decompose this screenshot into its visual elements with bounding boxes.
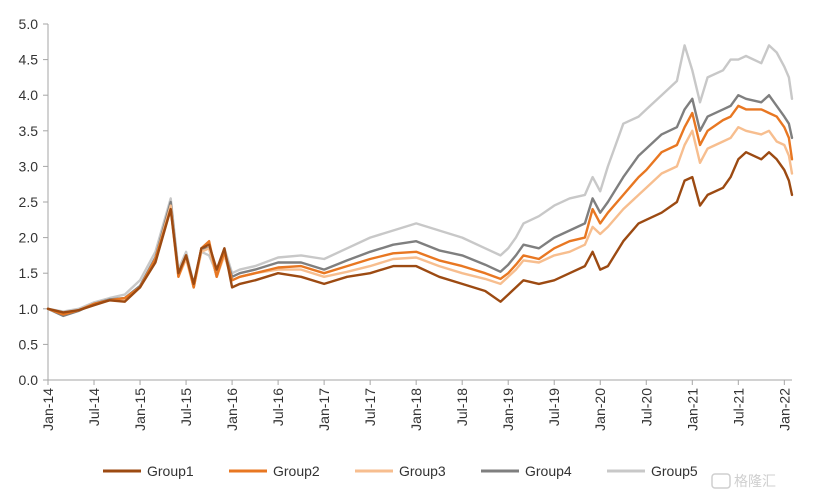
x-tick-label: Jul-16: [270, 388, 286, 426]
series-line-group2: [46, 104, 794, 316]
y-axis: 0.0 0.5 1.0 1.5 2.0 2.5 3.0 3.5 4.0 4.5 5.0: [19, 16, 49, 388]
x-tick-label: Jan-22: [776, 388, 792, 431]
x-tick-label: Jan-16: [224, 388, 240, 431]
x-tick-label: Jan-17: [316, 388, 332, 431]
series-line-group4: [46, 94, 794, 318]
x-tick-label: Jul-15: [178, 388, 194, 426]
x-tick-label: Jul-17: [362, 388, 378, 426]
x-tick-label: Jan-18: [408, 388, 424, 431]
legend-label-group2: Group2: [273, 463, 320, 479]
y-tick-label: 5.0: [19, 16, 39, 32]
watermark-logo-icon: [711, 473, 731, 489]
y-tick-label: 1.5: [19, 265, 39, 281]
y-tick-label: 4.5: [19, 52, 39, 68]
legend: Group1 Group2 Group3 Group4 Group5: [103, 463, 698, 479]
y-tick-label: 4.0: [19, 87, 39, 103]
x-tick-label: Jul-14: [86, 388, 102, 426]
x-tick-label: Jan-20: [592, 388, 608, 431]
x-tick-label: Jan-21: [684, 388, 700, 431]
watermark-text: 格隆汇: [734, 474, 776, 490]
series-layer: [46, 44, 794, 318]
legend-label-group1: Group1: [147, 463, 194, 479]
x-tick-label: Jul-19: [546, 388, 562, 426]
legend-label-group5: Group5: [651, 463, 698, 479]
y-tick-label: 0.5: [19, 336, 39, 352]
legend-label-group3: Group3: [399, 463, 446, 479]
x-tick-label: Jan-15: [132, 388, 148, 431]
series-line-group3: [46, 126, 794, 315]
x-tick-label: Jul-21: [730, 388, 746, 426]
x-tick-label: Jan-19: [500, 388, 516, 431]
y-tick-label: 2.5: [19, 194, 39, 210]
x-axis: Jan-14 Jul-14 Jan-15 Jul-15 Jan-16 Jul-16 Jan-…: [40, 379, 792, 431]
y-tick-label: 2.0: [19, 230, 39, 246]
x-tick-label: Jul-20: [638, 388, 654, 426]
watermark: 格隆汇: [711, 473, 776, 490]
y-tick-label: 3.5: [19, 123, 39, 139]
legend-label-group4: Group4: [525, 463, 572, 479]
series-line-group5: [46, 44, 794, 313]
y-tick-label: 3.0: [19, 158, 39, 174]
y-tick-label: 0.0: [19, 372, 39, 388]
x-tick-label: Jan-14: [40, 388, 56, 431]
series-line-group1: [46, 151, 794, 314]
x-tick-label: Jul-18: [454, 388, 470, 426]
y-tick-label: 1.0: [19, 301, 39, 317]
